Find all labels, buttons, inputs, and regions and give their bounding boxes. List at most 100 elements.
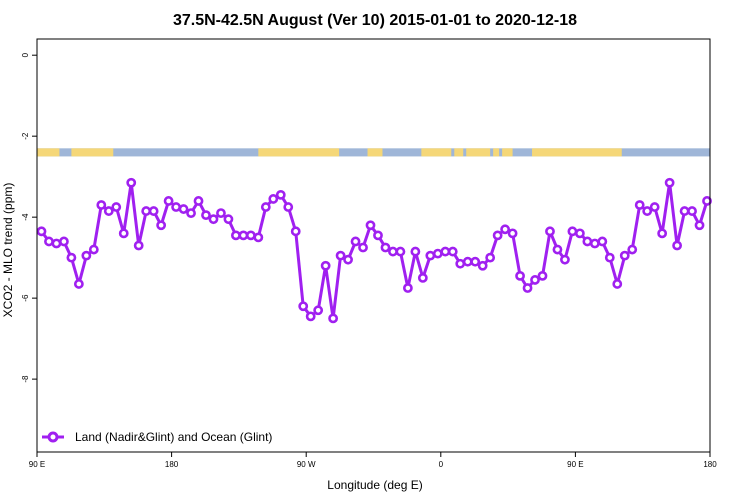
data-point — [260, 202, 271, 212]
data-point — [530, 275, 540, 285]
data-point — [44, 236, 54, 247]
data-point — [567, 226, 578, 237]
plot-frame — [36, 38, 711, 453]
data-point — [395, 246, 406, 257]
data-point — [51, 238, 62, 249]
data-point — [642, 206, 653, 216]
x-tick-label: 180 — [165, 460, 179, 469]
series-line — [40, 181, 709, 320]
data-point — [328, 313, 339, 324]
data-point — [425, 250, 436, 261]
data-point — [522, 283, 533, 293]
land-segment — [454, 148, 464, 157]
x-tick-label: 90 E — [29, 460, 45, 469]
data-point — [627, 244, 638, 255]
land-segment — [502, 148, 513, 157]
land-segment — [532, 148, 622, 157]
data-point — [238, 230, 249, 241]
data-point — [96, 200, 107, 210]
data-point — [148, 206, 159, 216]
land-segment — [367, 148, 383, 157]
data-point — [619, 250, 630, 261]
legend: Land (Nadir&Glint) and Ocean (Glint) — [42, 430, 272, 444]
data-point — [507, 228, 518, 239]
data-point — [470, 256, 481, 267]
x-axis-label: Longitude (deg E) — [327, 478, 422, 492]
data-point — [492, 230, 503, 241]
data-point — [231, 230, 241, 241]
data-point — [111, 202, 122, 212]
data-point — [36, 226, 47, 237]
y-tick-label: -6 — [21, 294, 30, 302]
data-point — [657, 228, 668, 239]
data-point — [141, 206, 152, 216]
data-point — [679, 206, 690, 216]
data-point — [103, 206, 114, 216]
land-ocean-band — [37, 148, 710, 157]
data-point — [163, 196, 174, 206]
legend-marker — [47, 431, 59, 443]
x-tick-label: 180 — [703, 460, 717, 469]
data-point — [582, 236, 593, 247]
data-point — [447, 246, 458, 257]
data-point — [223, 214, 234, 225]
data-point — [275, 189, 286, 200]
data-point — [440, 246, 451, 257]
land-segment — [71, 148, 114, 157]
data-point — [455, 258, 466, 269]
y-tick-label: -8 — [21, 375, 30, 383]
y-tick-label: -4 — [21, 213, 30, 221]
legend-entry-label: Land (Nadir&Glint) and Ocean (Glint) — [75, 430, 272, 444]
data-point — [193, 196, 204, 206]
x-tick-label: 90 E — [567, 460, 583, 469]
y-tick-label: 0 — [21, 52, 30, 57]
data-point — [178, 204, 189, 214]
data-point — [59, 236, 69, 247]
data-point — [388, 246, 398, 257]
data-point — [672, 240, 682, 251]
data-point — [81, 250, 92, 261]
data-point — [597, 236, 608, 247]
data-point — [126, 177, 137, 188]
data-point — [649, 202, 660, 212]
series-layer — [36, 177, 712, 324]
data-point — [402, 283, 413, 293]
y-axis-label: XCO2 - MLO trend (ppm) — [1, 183, 15, 318]
data-point — [552, 244, 563, 255]
data-point — [500, 224, 511, 235]
data-point — [335, 250, 346, 261]
data-point — [156, 220, 167, 231]
chart-title: 37.5N-42.5N August (Ver 10) 2015-01-01 t… — [173, 12, 577, 29]
data-point — [298, 301, 309, 312]
x-tick-label: 0 — [439, 460, 444, 469]
data-point — [268, 194, 279, 204]
data-point — [417, 272, 428, 283]
data-point — [253, 232, 264, 243]
x-tick-label: 90 W — [297, 460, 316, 469]
data-point — [373, 230, 383, 241]
data-point — [186, 208, 196, 219]
data-point — [477, 260, 488, 271]
land-segment — [493, 148, 500, 157]
data-point — [560, 254, 570, 265]
data-point — [365, 220, 376, 231]
data-point — [485, 252, 496, 263]
data-point — [612, 279, 623, 289]
data-point — [305, 311, 316, 322]
data-point — [604, 252, 615, 263]
data-point — [343, 254, 353, 265]
data-point — [350, 236, 361, 247]
data-point — [694, 220, 705, 231]
data-point — [358, 242, 368, 253]
data-point — [702, 196, 712, 206]
data-point — [664, 177, 675, 188]
land-segment — [421, 148, 452, 157]
x-axis-ticks: 90 E 180 90 W 0 90 E 180 — [29, 452, 717, 469]
data-point — [283, 202, 294, 212]
land-segment — [258, 148, 340, 157]
data-point — [245, 230, 256, 241]
data-point — [574, 228, 585, 239]
data-point — [88, 244, 99, 255]
data-point — [66, 252, 77, 263]
